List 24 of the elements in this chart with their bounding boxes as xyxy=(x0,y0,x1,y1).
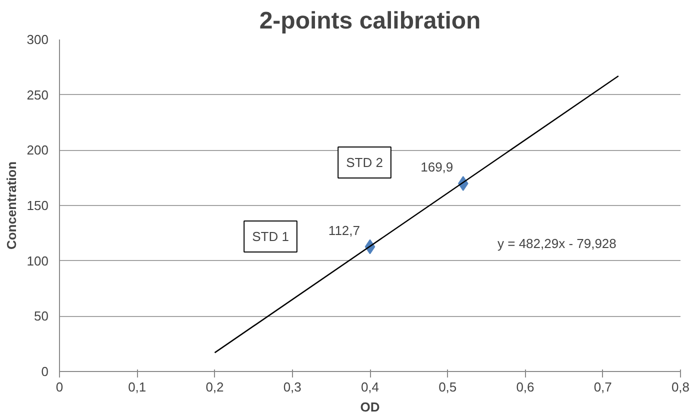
y-tick-label: 250 xyxy=(26,87,49,102)
annotation: y = 482,29x - 79,928 xyxy=(498,236,616,251)
x-tick-label: 0 xyxy=(56,380,64,394)
x-tick-label: 0,6 xyxy=(516,380,534,394)
annotation: STD 2 xyxy=(346,155,383,170)
data-label: 112,7 xyxy=(328,222,360,238)
annotation: STD 1 xyxy=(252,229,289,244)
x-axis-title: OD xyxy=(360,400,380,414)
y-axis-title: Concentration xyxy=(4,161,19,250)
y-tick-label: 300 xyxy=(26,32,49,47)
x-tick-label: 0,2 xyxy=(206,380,224,394)
y-tick-label: 200 xyxy=(26,142,49,158)
x-tick-label: 0,1 xyxy=(128,380,146,394)
x-tick-label: 0,3 xyxy=(283,380,302,394)
y-tick-label: 50 xyxy=(34,308,49,324)
x-tick-label: 0,8 xyxy=(671,380,690,394)
chart-title: 2-points calibration xyxy=(259,8,481,34)
x-tick-label: 0,5 xyxy=(438,380,457,394)
data-label: 169,9 xyxy=(420,159,454,174)
y-tick-label: 0 xyxy=(41,364,49,379)
x-tick-label: 0,4 xyxy=(360,380,380,394)
y-tick-label: 150 xyxy=(26,198,49,213)
y-tick-label: 100 xyxy=(26,253,49,268)
x-tick-label: 0,7 xyxy=(594,380,612,394)
